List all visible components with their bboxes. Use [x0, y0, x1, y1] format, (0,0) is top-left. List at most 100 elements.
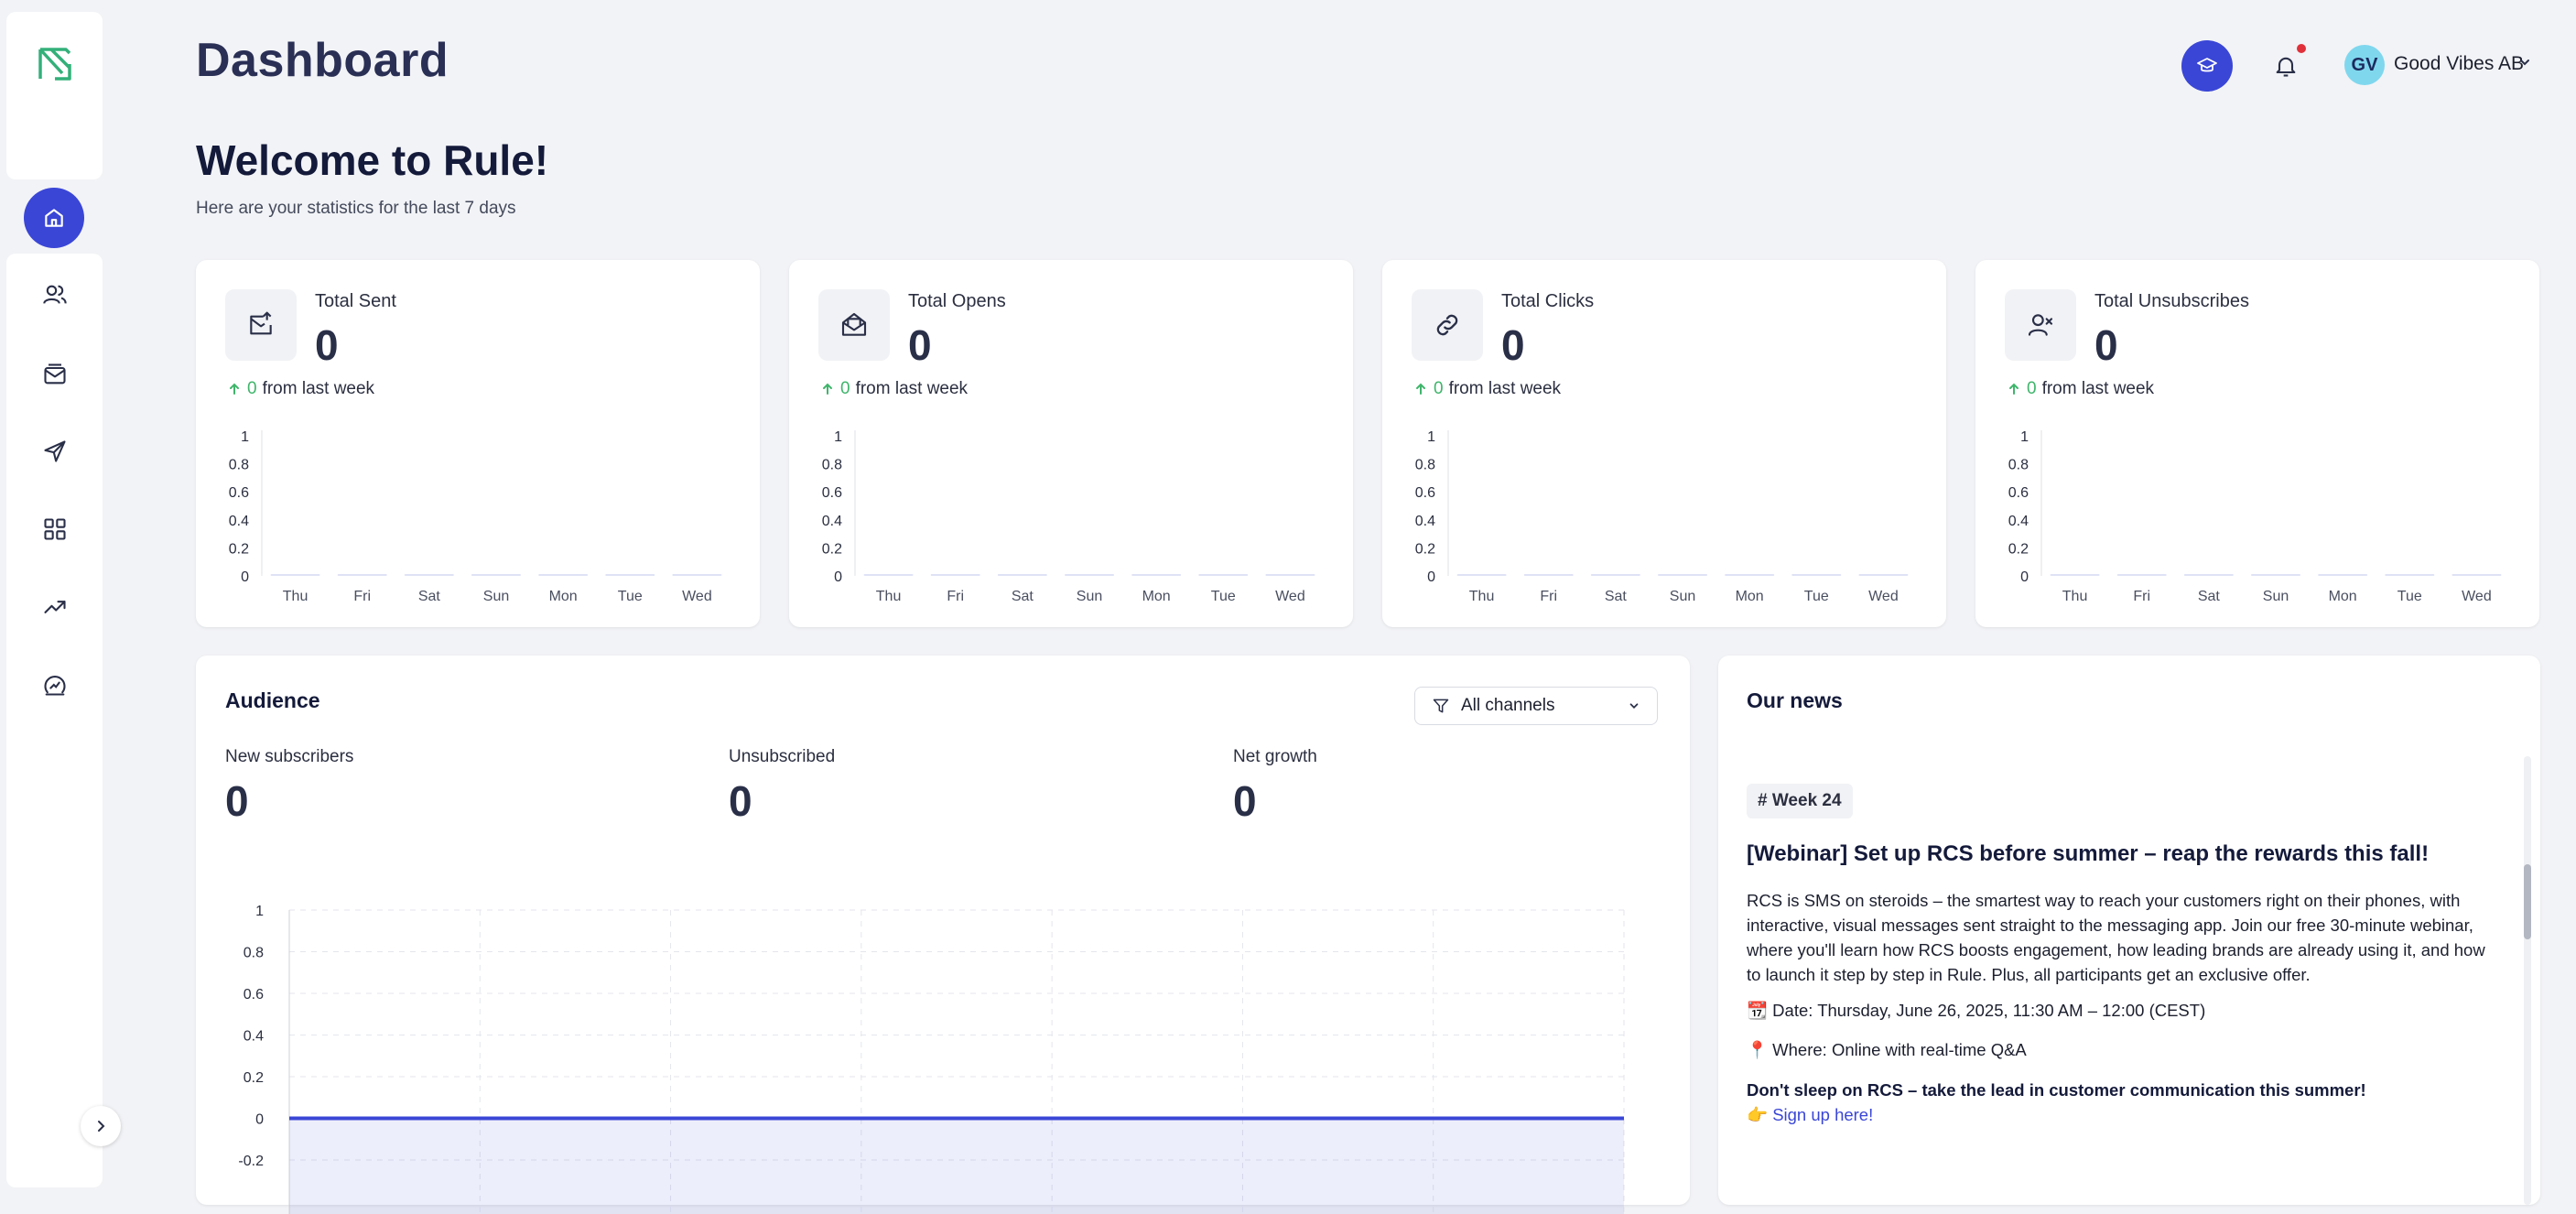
news-location: 📍 Where: Online with real-time Q&A	[1747, 1040, 2027, 1060]
sidebar-item-statistics[interactable]	[37, 589, 73, 625]
grid-icon	[42, 516, 68, 542]
bar	[2385, 574, 2434, 576]
stat-delta: 0 from last week	[2007, 379, 2154, 399]
rule-logo-icon[interactable]	[35, 44, 75, 84]
bar	[1457, 574, 1507, 576]
y-tick-label: 0	[241, 569, 249, 585]
bar	[2184, 574, 2234, 576]
metric-label: Unsubscribed	[729, 747, 835, 767]
y-tick-label: 0.2	[244, 1070, 264, 1086]
stat-label: Total Clicks	[1501, 291, 1594, 312]
series-area	[289, 1119, 1624, 1214]
x-tick-label: Thu	[1469, 589, 1495, 604]
y-tick-label: 1	[1427, 429, 1435, 445]
sidebar-item-messages[interactable]	[37, 356, 73, 393]
bar	[1524, 574, 1574, 576]
sidebar-nav-panel	[6, 254, 103, 1187]
x-tick-label: Wed	[2462, 589, 2492, 604]
welcome-subtitle: Here are your statistics for the last 7 …	[196, 199, 516, 219]
bar	[1658, 574, 1707, 576]
signup-link[interactable]: Sign up here!	[1772, 1105, 1873, 1124]
audience-chart: 10.80.60.40.20-0.2	[196, 866, 1690, 1214]
sidebar-expand-button[interactable]	[81, 1106, 121, 1146]
bar	[2452, 574, 2501, 576]
bar	[864, 574, 914, 576]
y-tick-label: 0.4	[2008, 514, 2029, 529]
academy-button[interactable]	[2181, 40, 2233, 92]
sidebar-item-insights[interactable]	[37, 667, 73, 703]
news-headline[interactable]: [Webinar] Set up RCS before summer – rea…	[1747, 841, 2429, 867]
x-tick-label: Tue	[2397, 589, 2422, 604]
metric-net-growth: Net growth 0	[1233, 747, 1317, 826]
y-tick-label: 1	[834, 429, 842, 445]
news-card: Our news # Week 24 [Webinar] Set up RCS …	[1718, 656, 2540, 1205]
stat-delta-value: 0	[1434, 379, 1444, 399]
stat-value: 0	[315, 320, 339, 370]
x-tick-label: Sun	[1670, 589, 1695, 604]
y-tick-label: 0.2	[822, 541, 842, 557]
channel-filter-label: All channels	[1461, 696, 1554, 716]
news-cta-text: Don't sleep on RCS – take the lead in cu…	[1747, 1080, 2366, 1100]
news-cta: 👉 Sign up here!	[1747, 1105, 1873, 1125]
x-tick-label: Tue	[1804, 589, 1829, 604]
news-scrollbar[interactable]	[2524, 756, 2531, 1205]
bar	[2117, 574, 2167, 576]
bar	[1791, 574, 1841, 576]
bar	[998, 574, 1047, 576]
stat-value: 0	[2094, 320, 2118, 370]
y-tick-label: 0.2	[229, 541, 249, 557]
bell-icon	[2273, 53, 2299, 79]
bar	[1198, 574, 1248, 576]
x-tick-label: Sat	[2198, 589, 2221, 604]
sidebar-item-audience[interactable]	[37, 276, 73, 313]
x-tick-label: Mon	[2329, 589, 2357, 604]
trending-up-icon	[42, 594, 68, 620]
arrow-up-icon	[227, 382, 242, 396]
bar	[1265, 574, 1315, 576]
x-tick-label: Sat	[1012, 589, 1034, 604]
channel-filter-select[interactable]: All channels	[1414, 687, 1658, 725]
stat-delta-suffix: from last week	[2042, 379, 2154, 399]
y-tick-label: 0.6	[2008, 485, 2029, 501]
x-tick-label: Sun	[2263, 589, 2289, 604]
x-tick-label: Fri	[1540, 589, 1557, 604]
bar	[1131, 574, 1181, 576]
y-tick-label: 0.2	[2008, 541, 2029, 557]
bar	[2051, 574, 2100, 576]
user-remove-icon	[2005, 289, 2076, 361]
x-tick-label: Fri	[353, 589, 371, 604]
chevron-down-icon[interactable]	[2517, 55, 2532, 70]
arrow-up-icon	[820, 382, 835, 396]
link-icon	[1412, 289, 1483, 361]
sidebar-item-home[interactable]	[24, 188, 84, 248]
x-tick-label: Wed	[1868, 589, 1899, 604]
y-tick-label: 0.4	[244, 1029, 264, 1045]
y-tick-label: 0.8	[822, 458, 842, 473]
bar	[605, 574, 655, 576]
send-icon	[42, 439, 68, 464]
account-name[interactable]: Good Vibes AB	[2394, 53, 2524, 75]
sidebar-item-campaigns[interactable]	[37, 433, 73, 470]
x-tick-label: Thu	[2062, 589, 2088, 604]
bar	[1858, 574, 1908, 576]
home-icon	[42, 206, 66, 230]
y-tick-label: 0.4	[822, 514, 842, 529]
metric-value: 0	[729, 776, 835, 826]
bar	[672, 574, 721, 576]
filter-icon	[1432, 697, 1450, 715]
avatar[interactable]: GV	[2344, 45, 2385, 85]
x-tick-label: Mon	[549, 589, 578, 604]
bar	[1591, 574, 1640, 576]
x-tick-label: Sat	[1605, 589, 1628, 604]
y-tick-label: 0.8	[2008, 458, 2029, 473]
sidebar-item-apps[interactable]	[37, 511, 73, 547]
bar	[405, 574, 454, 576]
news-scrollbar-thumb[interactable]	[2524, 864, 2531, 939]
metric-value: 0	[1233, 776, 1317, 826]
chevron-right-icon	[93, 1119, 108, 1133]
y-tick-label: 0.2	[1415, 541, 1435, 557]
mail-open-icon	[818, 289, 890, 361]
